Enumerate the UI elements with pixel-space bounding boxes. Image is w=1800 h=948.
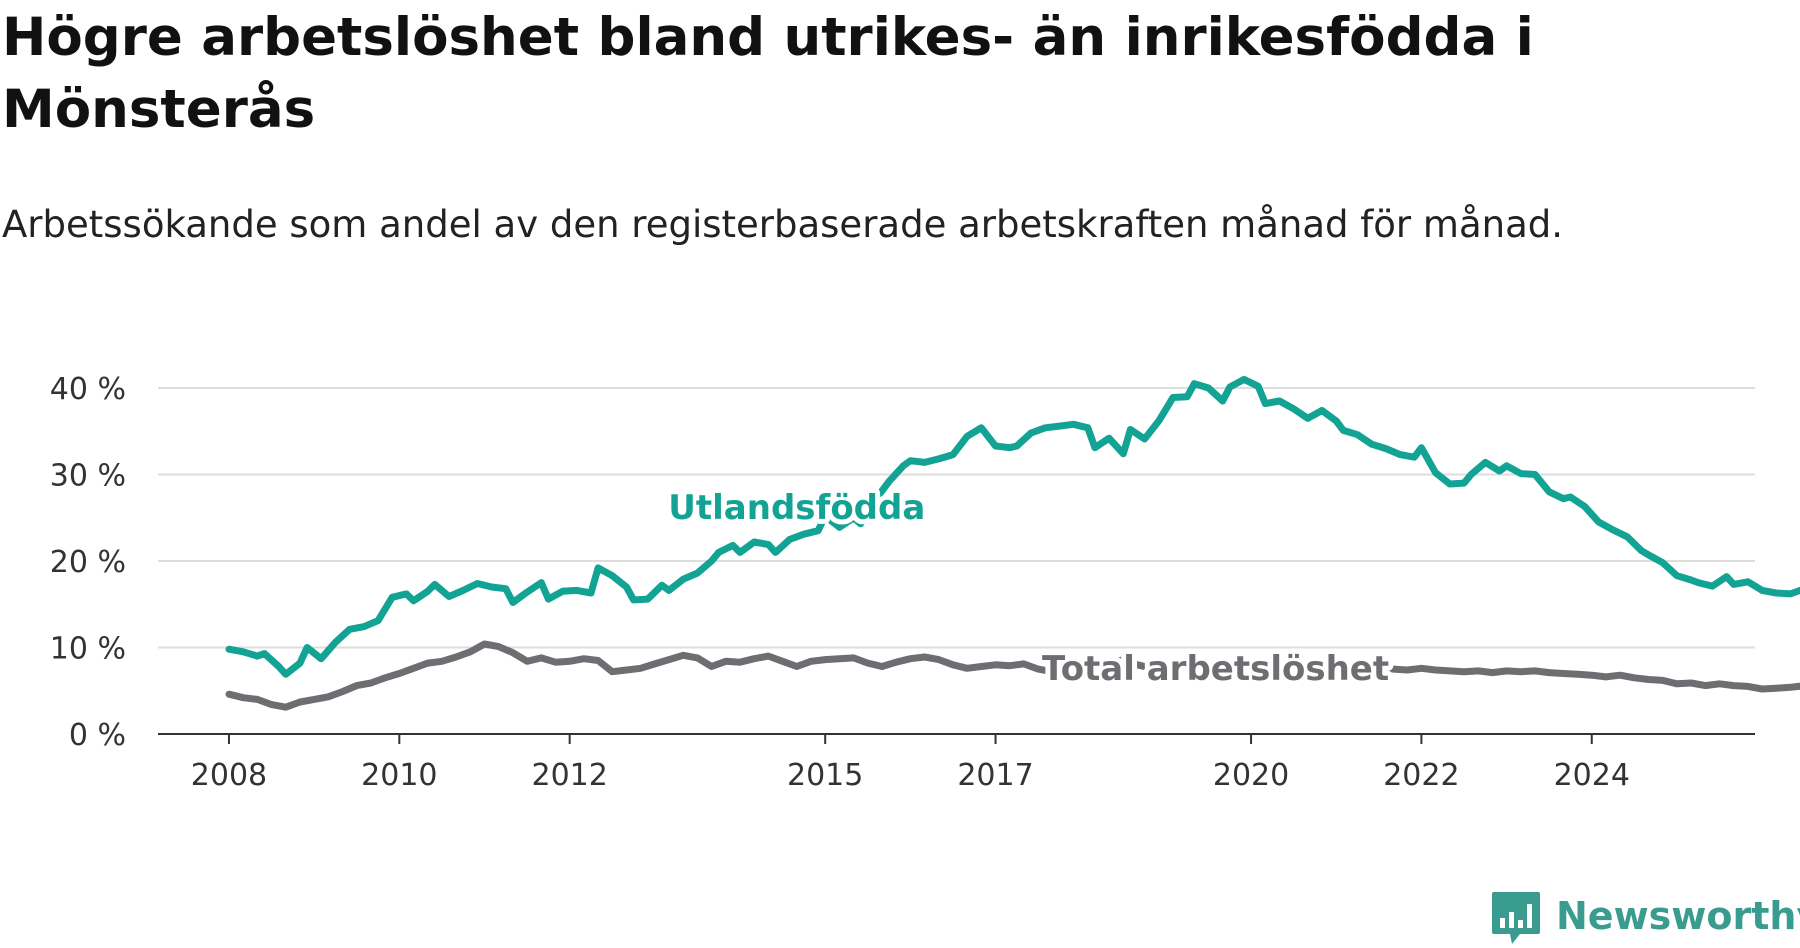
x-tick-label: 2020 — [1213, 758, 1289, 793]
newsworthy-logo-icon — [1492, 892, 1540, 944]
x-tick-label: 2024 — [1554, 758, 1630, 793]
y-tick-label: 20 % — [50, 545, 126, 580]
x-axis-ticks: 2008 2010 2012 2015 2017 2020 2022 2024 — [191, 734, 1630, 793]
y-tick-label: 0 % — [69, 718, 126, 753]
series-line-utlandsfodda — [225, 375, 1800, 678]
brand-name: Newsworthy — [1556, 894, 1800, 938]
x-tick-label: 2012 — [531, 758, 607, 793]
grid-lines — [158, 387, 1755, 735]
chart-title: Högre arbetslöshet bland utrikes- än inr… — [2, 7, 1534, 140]
newsworthy-logo: Newsworthy — [1490, 888, 1800, 944]
series-label-utlandsfodda: Utlandsfödda — [668, 488, 925, 528]
x-tick-label: 2017 — [957, 758, 1033, 793]
y-tick-label: 40 % — [50, 372, 126, 407]
series-line-total — [225, 640, 1800, 711]
y-tick-label: 30 % — [50, 459, 126, 494]
x-tick-label: 2008 — [191, 758, 267, 793]
chart-subtitle: Arbetssökande som andel av den registerb… — [2, 203, 1563, 246]
series-label-total: Total arbetslöshet — [1042, 649, 1389, 689]
x-tick-label: 2010 — [361, 758, 437, 793]
y-tick-label: 10 % — [50, 632, 126, 667]
y-axis-ticks: 0 % 10 % 20 % 30 % 40 % — [50, 372, 126, 753]
series-lines — [225, 375, 1800, 711]
x-tick-label: 2015 — [787, 758, 863, 793]
x-tick-label: 2022 — [1383, 758, 1459, 793]
